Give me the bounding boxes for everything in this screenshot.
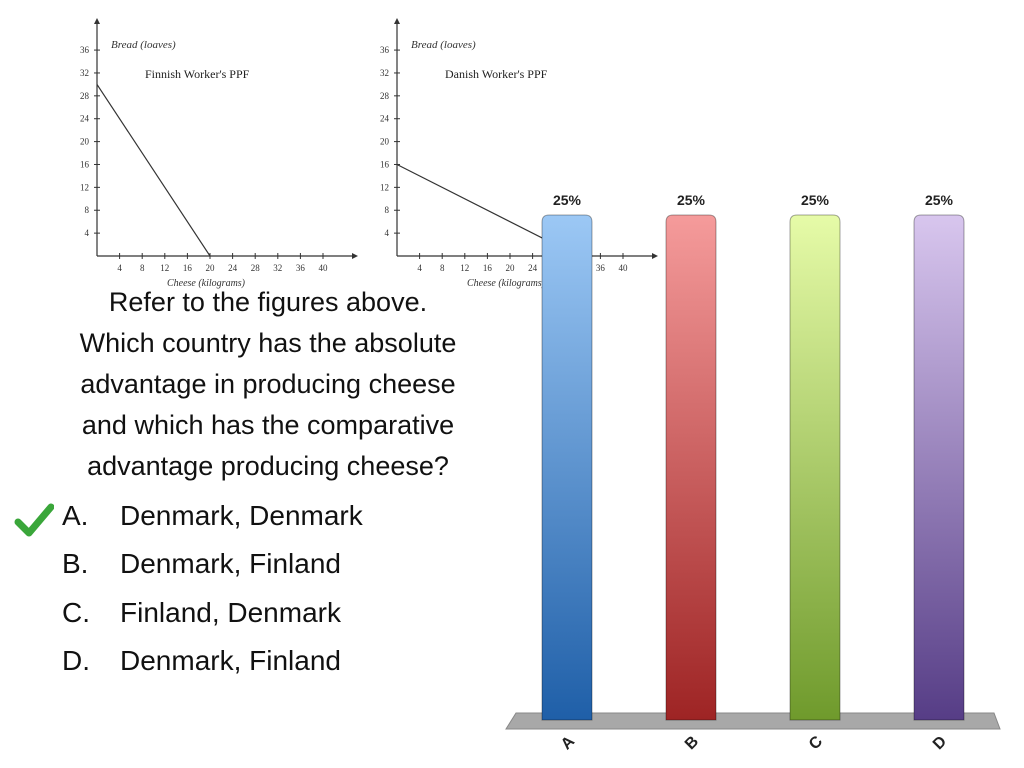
option-letter: C. bbox=[62, 597, 90, 628]
x-tick-label: 40 bbox=[319, 263, 329, 273]
x-tick-label: 12 bbox=[460, 263, 469, 273]
x-tick-label: 40 bbox=[619, 263, 629, 273]
question-line: advantage producing cheese? bbox=[87, 451, 449, 481]
x-axis-arrow-icon bbox=[652, 253, 658, 259]
option-letter: B. bbox=[62, 548, 89, 579]
x-tick-label: 4 bbox=[117, 263, 122, 273]
bar-value-label: 25% bbox=[677, 192, 706, 208]
chart-title: Finnish Worker's PPF bbox=[145, 67, 250, 81]
question-text: Refer to the figures above. Which countr… bbox=[40, 282, 496, 487]
y-tick-label: 16 bbox=[80, 159, 90, 169]
y-tick-label: 4 bbox=[85, 228, 90, 238]
x-axis-label: Cheese (kilograms) bbox=[467, 278, 546, 289]
bar-value-label: 25% bbox=[801, 192, 830, 208]
x-tick-label: 8 bbox=[140, 263, 145, 273]
y-tick-label: 12 bbox=[80, 182, 89, 192]
y-tick-label: 12 bbox=[380, 182, 389, 192]
y-tick-label: 4 bbox=[385, 228, 390, 238]
y-tick-label: 20 bbox=[80, 137, 90, 147]
x-tick-label: 36 bbox=[596, 263, 606, 273]
question-line: Refer to the figures above. bbox=[108, 287, 428, 317]
bar-d bbox=[913, 214, 965, 721]
question-line: Which country has the absolute bbox=[79, 328, 457, 358]
y-axis-arrow-icon bbox=[394, 18, 400, 24]
x-tick-label: 36 bbox=[296, 263, 306, 273]
x-tick-label: 16 bbox=[483, 263, 493, 273]
y-axis-arrow-icon bbox=[94, 18, 100, 24]
bar-category-label: B bbox=[682, 733, 702, 753]
x-tick-label: 24 bbox=[528, 263, 538, 273]
y-axis-label: Bread (loaves) bbox=[111, 39, 176, 51]
y-tick-label: 36 bbox=[380, 45, 390, 55]
bar-a bbox=[541, 214, 593, 721]
x-tick-label: 32 bbox=[273, 263, 282, 273]
x-tick-label: 16 bbox=[183, 263, 193, 273]
x-tick-label: 20 bbox=[206, 263, 216, 273]
finland-ppf-chart: 4 8 12 16 20 24 28 32 36 40 4 8 12 16 20 24 28 32 36 Bread … bbox=[80, 18, 358, 289]
poll-results-chart: 25% A 25% B 25% C 25% D bbox=[505, 192, 1001, 754]
bar-value-label: 25% bbox=[925, 192, 954, 208]
x-tick-label: 20 bbox=[506, 263, 516, 273]
option-text: Denmark, Denmark bbox=[120, 500, 363, 531]
option-text: Denmark, Finland bbox=[120, 548, 341, 579]
x-axis-arrow-icon bbox=[352, 253, 358, 259]
y-tick-label: 28 bbox=[380, 91, 390, 101]
y-tick-label: 16 bbox=[380, 159, 390, 169]
x-tick-label: 8 bbox=[440, 263, 445, 273]
y-tick-label: 20 bbox=[380, 137, 390, 147]
option-letter: A. bbox=[62, 500, 89, 531]
y-tick-label: 24 bbox=[80, 114, 90, 124]
x-tick-label: 4 bbox=[417, 263, 422, 273]
y-tick-label: 32 bbox=[380, 68, 389, 78]
y-tick-label: 36 bbox=[80, 45, 90, 55]
y-tick-label: 8 bbox=[85, 205, 90, 215]
y-axis-label: Bread (loaves) bbox=[411, 39, 476, 51]
ppf-line bbox=[96, 84, 211, 257]
question-line: and which has the comparative bbox=[81, 410, 455, 440]
bar-category-label: D bbox=[930, 733, 950, 753]
bar-category-label: A bbox=[558, 733, 579, 754]
x-tick-label: 12 bbox=[160, 263, 169, 273]
option-letter: D. bbox=[62, 645, 90, 676]
option-text: Denmark, Finland bbox=[120, 645, 341, 676]
bar-c bbox=[789, 214, 841, 721]
y-tick-label: 32 bbox=[80, 68, 89, 78]
y-tick-label: 24 bbox=[380, 114, 390, 124]
bar-b bbox=[665, 214, 717, 721]
checkmark-icon bbox=[14, 503, 54, 537]
bar-category-label: C bbox=[806, 733, 827, 754]
question-line: advantage in producing cheese bbox=[80, 369, 456, 399]
x-axis-label: Cheese (kilograms) bbox=[167, 278, 246, 289]
chart-title: Danish Worker's PPF bbox=[445, 67, 548, 81]
y-tick-label: 8 bbox=[385, 205, 390, 215]
x-tick-label: 24 bbox=[228, 263, 238, 273]
x-tick-label: 28 bbox=[251, 263, 261, 273]
denmark-ppf-chart: 4812162024283236404812162024283236Bread … bbox=[380, 18, 658, 289]
y-tick-label: 28 bbox=[80, 91, 90, 101]
bar-value-label: 25% bbox=[553, 192, 582, 208]
option-text: Finland, Denmark bbox=[120, 597, 341, 628]
